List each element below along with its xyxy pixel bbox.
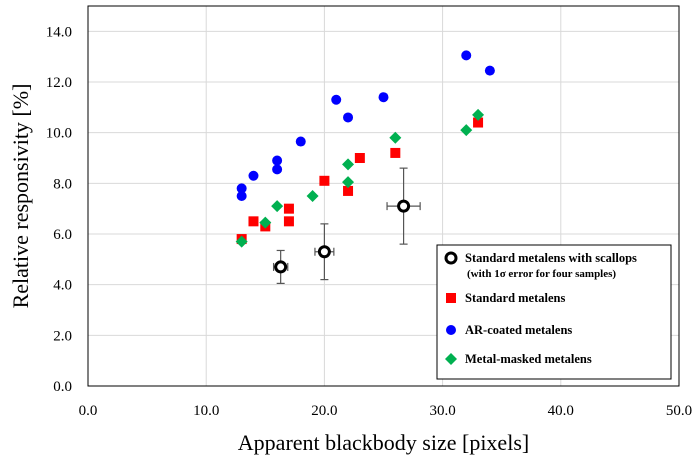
y-tick-label: 14.0 (46, 24, 72, 40)
data-point (343, 112, 354, 123)
data-marks (235, 50, 495, 284)
x-tick-label: 30.0 (429, 403, 455, 419)
data-point (274, 260, 288, 274)
data-point (248, 170, 259, 181)
x-axis-title: Apparent blackbody size [pixels] (238, 430, 529, 455)
legend-box (436, 244, 672, 380)
x-tick-label: 40.0 (548, 403, 574, 419)
data-point (319, 175, 330, 186)
y-tick-label: 0.0 (53, 379, 72, 395)
data-point (397, 199, 411, 213)
series-circle (236, 50, 495, 201)
data-point (236, 183, 247, 194)
data-point (354, 153, 365, 163)
data-point (460, 124, 473, 137)
data-point (283, 216, 294, 227)
data-point (378, 92, 389, 103)
legend-label: Metal-masked metalens (465, 352, 592, 366)
data-point (461, 50, 472, 61)
data-point (473, 117, 484, 128)
y-axis-title: Relative responsivity [%] (8, 84, 33, 309)
series-diamond (235, 108, 485, 248)
y-tick-label: 8.0 (53, 176, 72, 192)
data-point (283, 203, 294, 214)
data-point (343, 185, 354, 196)
data-point (390, 147, 401, 158)
data-point (271, 200, 284, 213)
data-point (272, 155, 283, 166)
plot-area-border (87, 5, 680, 387)
y-tick-label: 6.0 (53, 227, 72, 243)
x-tick-label: 10.0 (193, 403, 219, 419)
data-point (317, 245, 331, 259)
data-point (259, 216, 272, 229)
data-point (389, 131, 402, 144)
legend: Standard metalens with scallops (with 1σ … (436, 244, 672, 380)
data-point (342, 176, 355, 189)
legend-sublabel: (with 1σ error for four samples) (467, 268, 616, 280)
legend-label: Standard metalens with scallops (465, 251, 637, 265)
legend-marker (445, 353, 457, 365)
x-tick-label: 20.0 (311, 403, 337, 419)
y-tick-label: 12.0 (46, 75, 72, 91)
x-tick-label: 50.0 (666, 403, 692, 419)
legend-label: AR-coated metalens (465, 323, 572, 337)
series-open-circle (272, 167, 421, 284)
y-tick-label: 10.0 (46, 126, 72, 142)
legend-label: Standard metalens (465, 291, 565, 305)
legend-marker (446, 293, 456, 303)
data-point (295, 136, 306, 147)
x-tick-label: 0.0 (79, 403, 98, 419)
data-point (248, 216, 259, 227)
tick-labels: 0.0 2.0 4.0 6.0 8.0 10.0 12.0 14.0 0.0 10.0 20.0 30… (46, 24, 692, 419)
y-tick-label: 4.0 (53, 278, 72, 294)
data-point (331, 94, 342, 105)
legend-marker (446, 325, 456, 335)
legend-marker (444, 251, 458, 265)
data-point (472, 108, 485, 121)
series-square (236, 117, 484, 245)
data-point (484, 65, 495, 76)
data-point (272, 164, 283, 175)
data-point (342, 158, 355, 171)
data-point (306, 190, 319, 202)
data-point (235, 235, 248, 248)
legend-items: Standard metalens with scallops (with 1σ … (444, 251, 637, 366)
data-point (236, 191, 247, 201)
y-tick-label: 2.0 (53, 328, 72, 344)
